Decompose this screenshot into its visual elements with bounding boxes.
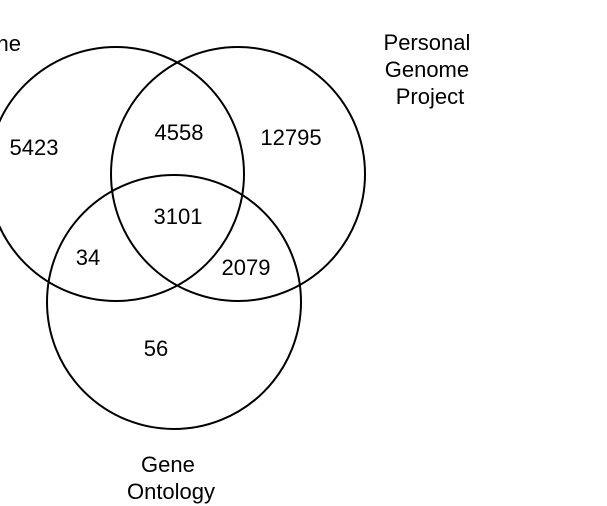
set-label-left-line-1: ne [0, 31, 21, 56]
circle-personal-genome-project [110, 46, 366, 302]
count-all-three: 3101 [154, 204, 203, 229]
set-label-pgp-line-2: Genome [385, 57, 469, 82]
set-label-personal-genome-project: Personal Genome Project [384, 30, 477, 109]
set-label-left: ne [0, 31, 21, 56]
count-left-only: 5423 [10, 135, 59, 160]
circle-gene-ontology [46, 174, 302, 430]
count-bottom-only: 56 [144, 336, 168, 361]
set-label-pgp-line-3: Project [396, 84, 464, 109]
set-label-go-line-2: Ontology [127, 479, 215, 504]
circle-left-set [0, 46, 245, 302]
set-label-pgp-line-1: Personal [384, 30, 471, 55]
count-left-bottom: 34 [76, 245, 100, 270]
set-label-gene-ontology: Gene Ontology [127, 452, 215, 504]
count-right-bottom: 2079 [222, 255, 271, 280]
count-left-right: 4558 [155, 120, 204, 145]
count-right-only: 12795 [260, 125, 321, 150]
set-label-go-line-1: Gene [141, 452, 195, 477]
